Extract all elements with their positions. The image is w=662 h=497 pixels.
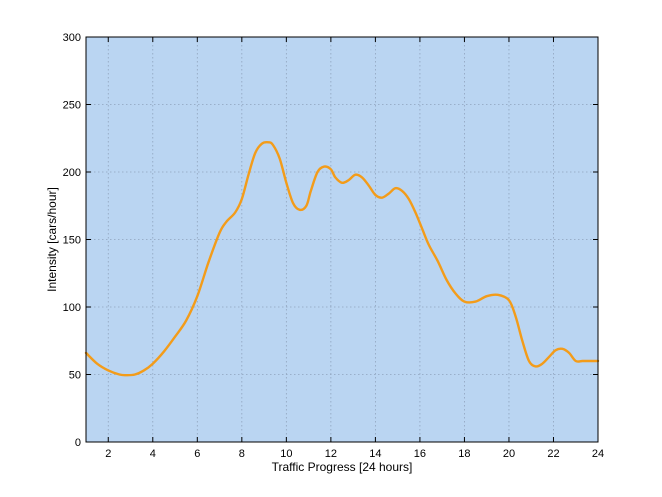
x-tick-label: 22 <box>547 448 559 460</box>
series-line <box>84 140 600 377</box>
x-tick-label: 14 <box>369 448 381 460</box>
y-tick-label: 50 <box>69 370 81 382</box>
grid-lines <box>86 37 599 442</box>
y-tick-label: 150 <box>63 235 81 247</box>
x-tick-label: 2 <box>105 448 111 460</box>
y-tick-label: 100 <box>63 302 81 314</box>
plot-frame <box>85 36 599 443</box>
x-tick-label: 18 <box>458 448 470 460</box>
x-tick-label: 6 <box>194 448 200 460</box>
x-tick-label: 16 <box>414 448 426 460</box>
x-tick-label: 10 <box>280 448 292 460</box>
y-tick-label: 0 <box>75 437 81 449</box>
y-tick-label: 300 <box>63 32 81 44</box>
x-tick-label: 4 <box>150 448 156 460</box>
x-tick-label: 8 <box>239 448 245 460</box>
x-axis-title: Traffic Progress [24 hours] <box>272 460 413 474</box>
y-axis-title: Intensity [cars/hour] <box>45 187 59 292</box>
y-tick-label: 200 <box>63 167 81 179</box>
x-tick-label: 24 <box>592 448 604 460</box>
y-tick-label: 250 <box>63 100 81 112</box>
x-tick-label: 20 <box>503 448 515 460</box>
x-tick-label: 12 <box>325 448 337 460</box>
